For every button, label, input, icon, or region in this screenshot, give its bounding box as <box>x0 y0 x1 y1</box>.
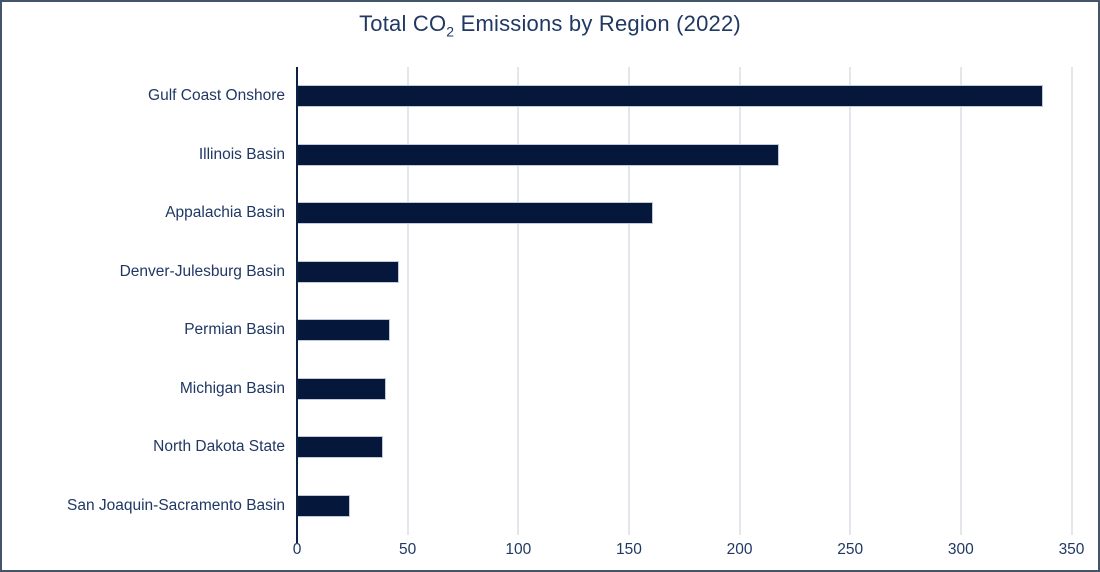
bar-row: Permian Basin <box>2 301 1087 360</box>
bar <box>297 85 1043 108</box>
category-label: San Joaquin-Sacramento Basin <box>67 496 285 514</box>
bar-track <box>297 477 1087 536</box>
x-tick-label: 100 <box>505 541 532 558</box>
x-axis: 0 50 100 150 200 250 300 350 <box>293 539 1087 563</box>
x-tick-label: 250 <box>837 541 864 558</box>
gridline <box>406 67 409 535</box>
gridline <box>627 67 630 535</box>
bar-track <box>297 301 1087 360</box>
bar-row: Denver-Julesburg Basin <box>2 243 1087 302</box>
category-label: North Dakota State <box>153 438 285 456</box>
category-label: Permian Basin <box>184 321 285 339</box>
bar-track <box>297 360 1087 419</box>
bar-row: Michigan Basin <box>2 360 1087 419</box>
bar-track <box>297 67 1087 126</box>
bar-row: Gulf Coast Onshore <box>2 67 1087 126</box>
chart-title-text-suffix: Emissions by Region (2022) <box>454 11 741 36</box>
x-tick-label: 0 <box>292 541 302 558</box>
bar <box>297 377 386 400</box>
bar-track <box>297 184 1087 243</box>
x-tick-label: 300 <box>947 541 974 558</box>
bar <box>297 143 780 166</box>
category-label: Michigan Basin <box>179 379 285 397</box>
bar-row: Illinois Basin <box>2 126 1087 185</box>
x-tick-label: 150 <box>615 541 642 558</box>
bar-row: San Joaquin-Sacramento Basin <box>2 477 1087 536</box>
category-label: Denver-Julesburg Basin <box>119 262 285 280</box>
bar <box>297 494 351 517</box>
bar-rows: Gulf Coast Onshore Illinois Basin Appalach… <box>2 67 1087 535</box>
gridline <box>738 67 741 535</box>
chart-title-subscript: 2 <box>446 23 455 40</box>
chart-title: Total CO2 Emissions by Region (2022) <box>2 11 1098 39</box>
bar <box>297 319 390 342</box>
gridline <box>517 67 520 535</box>
x-tick-label: 50 <box>399 541 417 558</box>
category-label: Illinois Basin <box>198 145 285 163</box>
bar-track <box>297 418 1087 477</box>
bar-row: Appalachia Basin <box>2 184 1087 243</box>
chart-title-text: Total CO <box>359 11 447 36</box>
bar-track <box>297 126 1087 185</box>
bar <box>297 436 384 459</box>
gridline <box>1070 67 1073 535</box>
x-tick-label: 200 <box>726 541 753 558</box>
gridline <box>849 67 852 535</box>
x-tick-label: 350 <box>1058 541 1085 558</box>
bar-row: North Dakota State <box>2 418 1087 477</box>
gridline <box>959 67 962 535</box>
bar <box>297 260 399 283</box>
category-label: Appalachia Basin <box>165 204 285 222</box>
category-label: Gulf Coast Onshore <box>148 87 285 105</box>
bar-track <box>297 243 1087 302</box>
bar <box>297 202 654 225</box>
y-axis-line <box>296 67 298 543</box>
